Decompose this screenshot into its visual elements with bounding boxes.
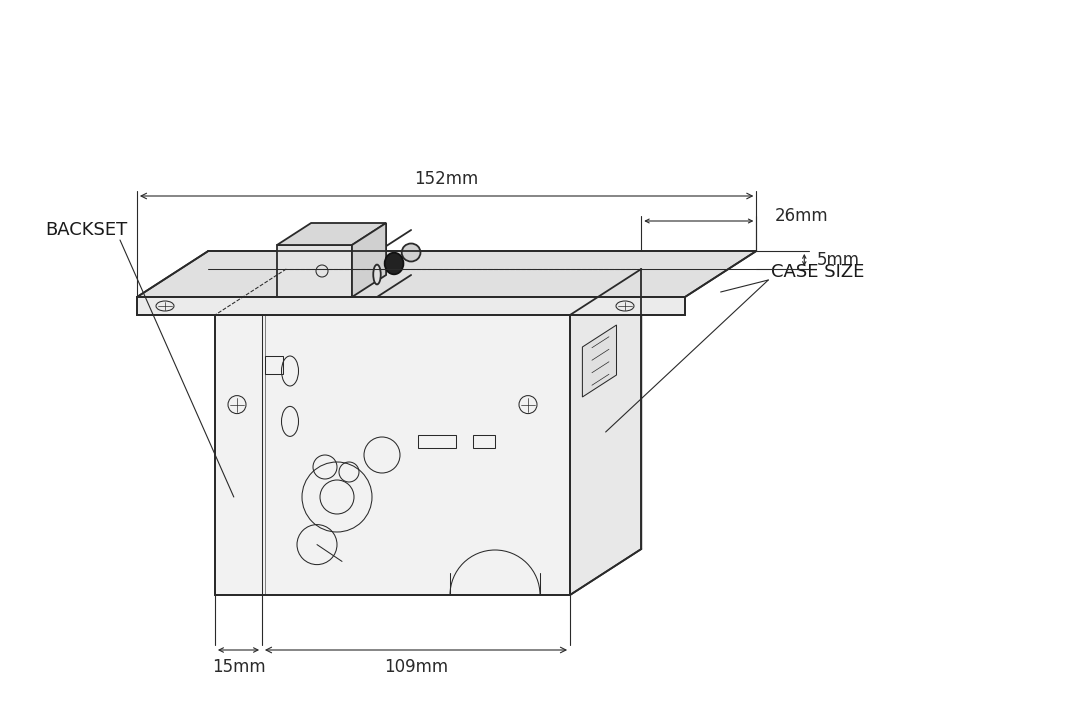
Text: 152mm: 152mm bbox=[415, 170, 478, 188]
Bar bbox=[473, 434, 495, 448]
Text: BACKSET: BACKSET bbox=[45, 221, 127, 239]
Polygon shape bbox=[276, 223, 387, 245]
Text: CASE SIZE: CASE SIZE bbox=[771, 263, 865, 281]
Ellipse shape bbox=[384, 253, 404, 274]
Polygon shape bbox=[215, 315, 570, 595]
Text: 26mm: 26mm bbox=[774, 207, 828, 225]
Text: 109mm: 109mm bbox=[383, 658, 448, 676]
Polygon shape bbox=[582, 325, 617, 397]
Text: 5mm: 5mm bbox=[816, 251, 860, 269]
Text: 15mm: 15mm bbox=[212, 658, 266, 676]
Ellipse shape bbox=[402, 243, 420, 261]
Polygon shape bbox=[137, 297, 685, 315]
Polygon shape bbox=[570, 269, 642, 595]
Polygon shape bbox=[137, 251, 756, 297]
Polygon shape bbox=[352, 223, 387, 297]
Bar bbox=[418, 434, 456, 448]
Polygon shape bbox=[276, 245, 352, 297]
Ellipse shape bbox=[374, 265, 381, 284]
